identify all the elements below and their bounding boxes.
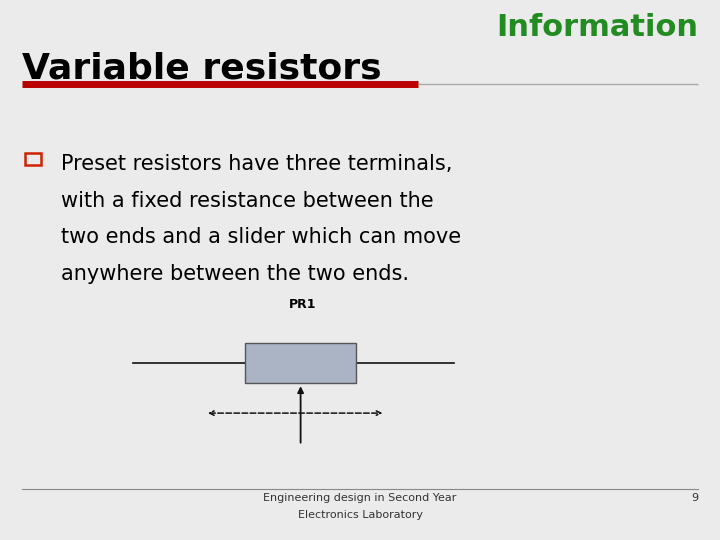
Bar <box>25 153 41 165</box>
Text: two ends and a slider which can move: two ends and a slider which can move <box>61 227 462 247</box>
Text: anywhere between the two ends.: anywhere between the two ends. <box>61 264 409 284</box>
Text: 9: 9 <box>691 493 698 503</box>
Text: with a fixed resistance between the: with a fixed resistance between the <box>61 191 434 211</box>
Text: PR1: PR1 <box>289 298 316 310</box>
Text: Electronics Laboratory: Electronics Laboratory <box>297 510 423 521</box>
Text: Engineering design in Second Year: Engineering design in Second Year <box>264 493 456 503</box>
Bar <box>245 343 356 383</box>
Text: Preset resistors have three terminals,: Preset resistors have three terminals, <box>61 154 453 174</box>
Text: Information: Information <box>496 14 698 43</box>
Text: Variable resistors: Variable resistors <box>22 51 381 85</box>
